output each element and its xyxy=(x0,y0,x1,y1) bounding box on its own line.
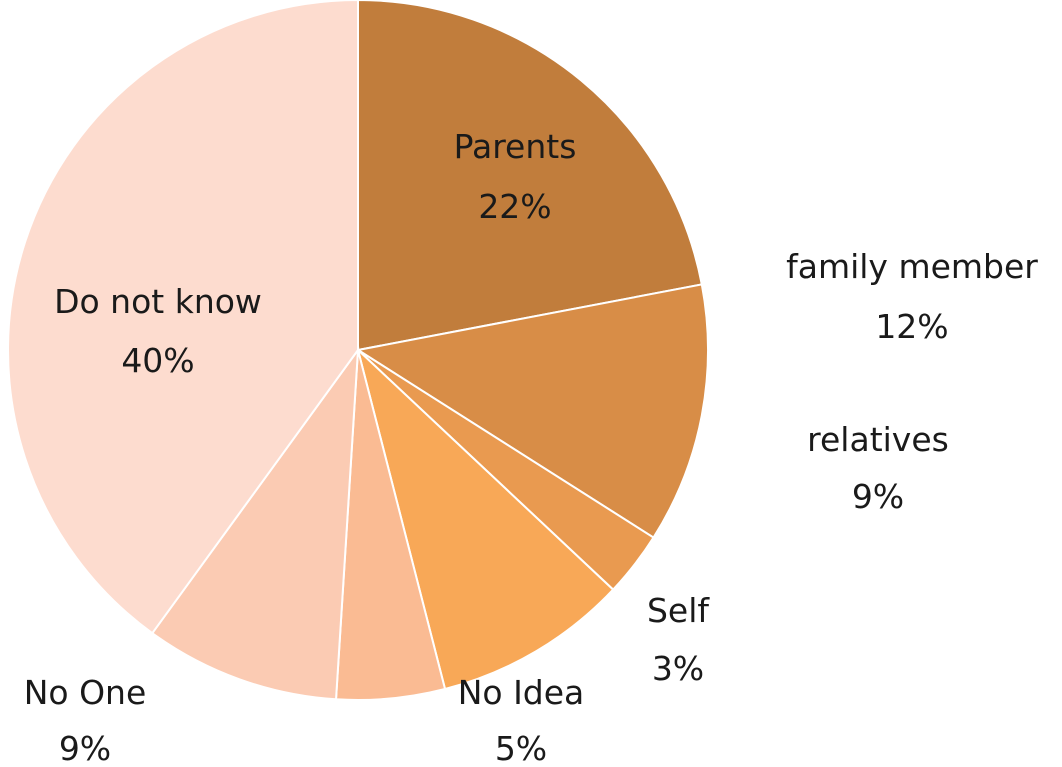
slice-label-no-one: No One xyxy=(24,673,147,712)
slice-value-label-relatives: 9% xyxy=(852,477,904,516)
slice-value-label-parents: 22% xyxy=(478,187,551,226)
slice-value-label-do-not-know: 40% xyxy=(121,341,194,380)
slice-label-family-member: family member xyxy=(786,247,1038,286)
slice-label-no-idea: No Idea xyxy=(458,673,585,712)
slice-value-label-no-one: 9% xyxy=(59,729,111,767)
slice-value-label-no-idea: 5% xyxy=(495,729,547,767)
slice-label-do-not-know: Do not know xyxy=(54,282,262,321)
slice-label-relatives: relatives xyxy=(807,420,949,459)
pie-slice-relatives xyxy=(356,346,615,691)
slice-value-label-family-member: 12% xyxy=(875,307,948,346)
slice-value-label-self: 3% xyxy=(652,649,704,688)
slice-label-parents: Parents xyxy=(454,127,577,166)
slices-layer xyxy=(7,0,709,701)
labels-layer: Parents 22% family member 12% Self 3% relative… xyxy=(24,127,1039,767)
pie-slice-no-one xyxy=(150,346,360,701)
pie-slice-family-member xyxy=(355,283,709,539)
pie-slice-do-not-know xyxy=(7,0,359,635)
slice-label-self: Self xyxy=(647,591,710,630)
pie-slice-parents xyxy=(357,0,703,352)
